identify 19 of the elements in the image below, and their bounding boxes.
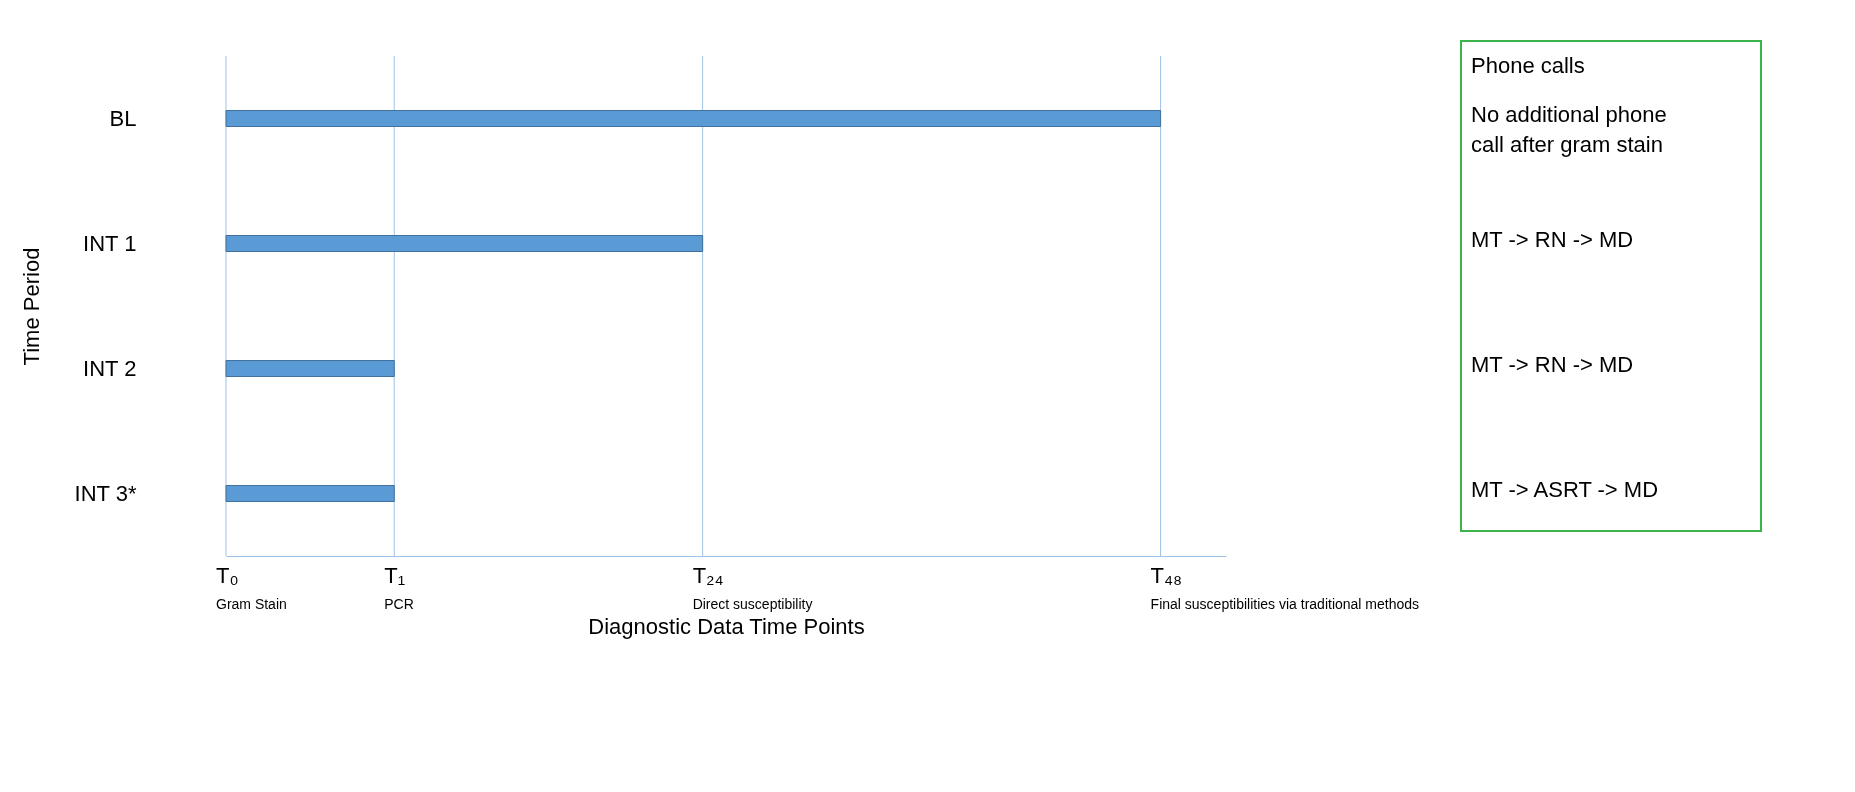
y-tick-label: BL — [109, 105, 137, 131]
y-tick-label: INT 2 — [83, 355, 137, 381]
ref-line-label: T₄₈ — [1150, 563, 1183, 588]
ref-line-label: T₀ — [216, 563, 239, 588]
text: MT -> RN -> MD — [1471, 226, 1634, 252]
text: MT -> RN -> MD — [1471, 351, 1634, 377]
y-axis-title: Time Period — [19, 247, 45, 366]
ref-line-label: T₂₄ — [692, 563, 724, 588]
y-tick-label: INT 1 — [83, 230, 137, 256]
text: No additional phone call after gram stain — [1471, 101, 1667, 157]
text: Phone calls — [1471, 53, 1585, 78]
x-axis-title: Diagnostic Data Time Points — [588, 613, 865, 639]
ref-line-label: T₁ — [384, 563, 406, 588]
text: Gram Stain — [216, 596, 287, 612]
text: Direct susceptibility — [692, 596, 813, 612]
text: PCR — [384, 596, 414, 612]
text: Final susceptibilities via traditional methods — [1150, 596, 1420, 612]
y-tick-label: INT 3* — [74, 480, 137, 506]
text: MT -> ASRT -> MD — [1471, 476, 1659, 502]
